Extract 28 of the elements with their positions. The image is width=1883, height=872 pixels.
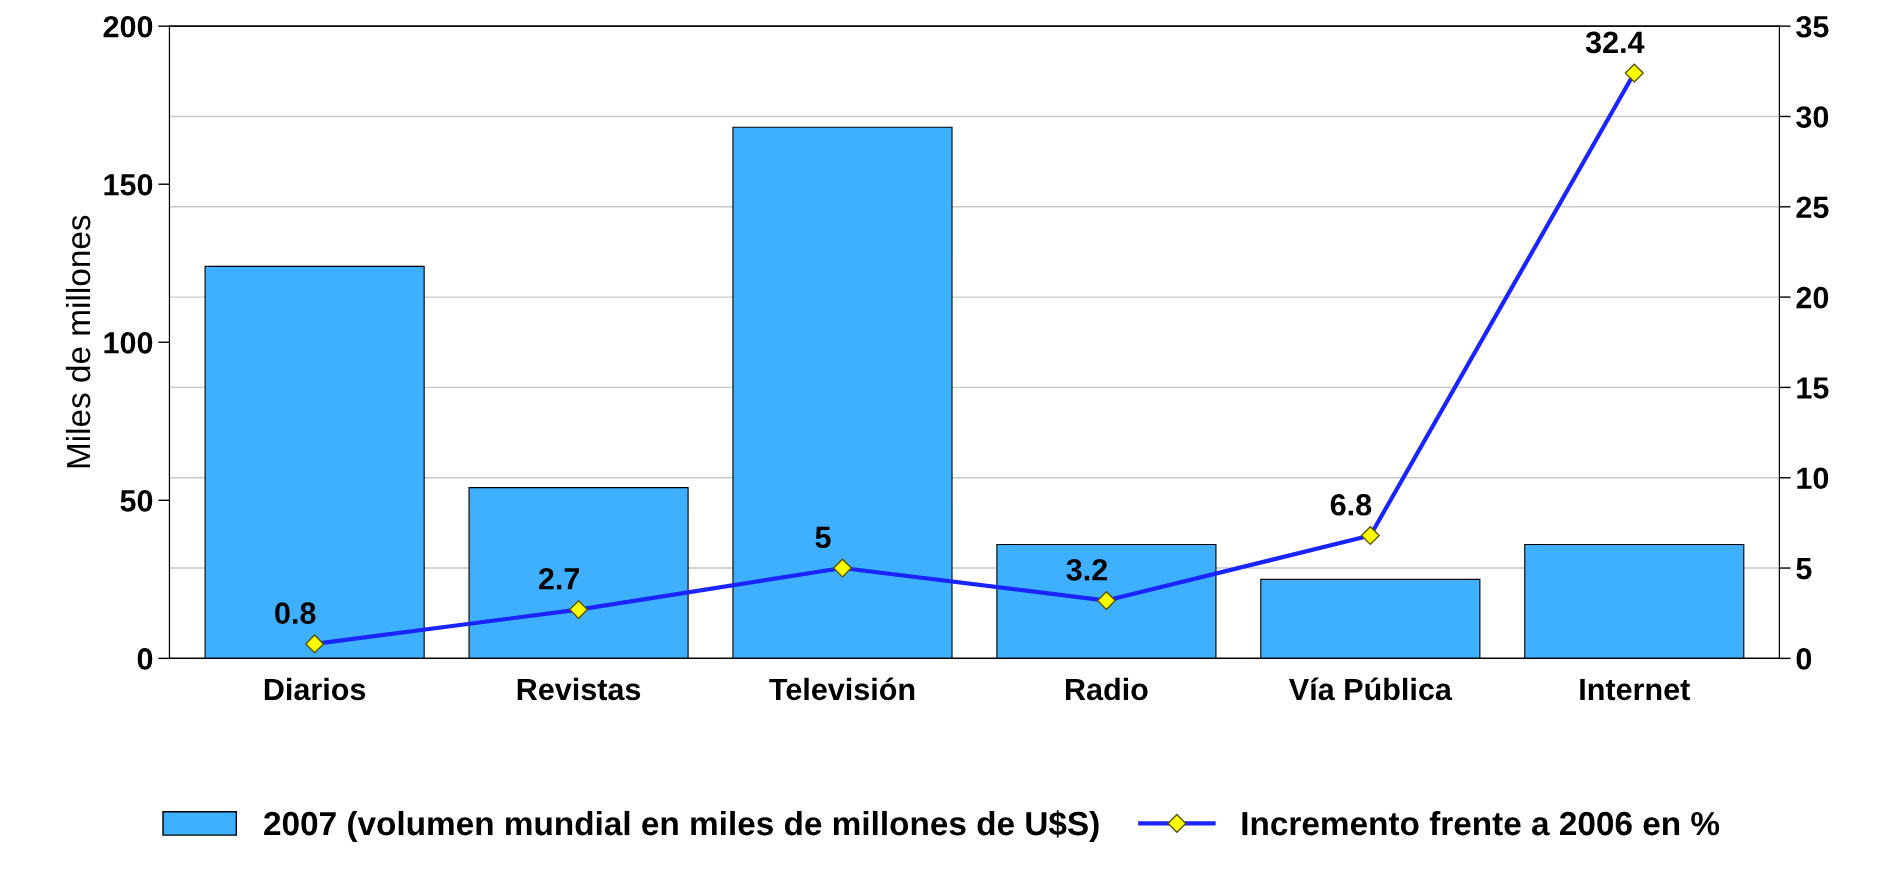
data-label: 0.8 [275, 602, 316, 624]
y2-tick-label: 15 [1797, 377, 1829, 399]
data-label: 32.4 [1585, 31, 1645, 54]
y-tick-label: 150 [104, 173, 153, 196]
y2-tick-label: 5 [1796, 558, 1812, 580]
x-tick-label: Vía Pública [1289, 677, 1453, 701]
legend-label: Incremento frente a 2006 en % [1242, 810, 1720, 836]
data-label: 5 [815, 526, 831, 549]
data-label: 3.2 [1066, 558, 1107, 581]
x-tick-label: Revistas [517, 677, 641, 701]
y-tick-label: 100 [104, 332, 153, 354]
x-tick-label: Diarios [264, 677, 366, 701]
y2-tick-label: 10 [1797, 467, 1829, 490]
x-tick-label: Radio [1066, 677, 1148, 701]
data-label: 6.8 [1330, 493, 1372, 516]
x-tick-label: Internet [1580, 678, 1690, 701]
x-tick-label: Televisión [769, 677, 915, 701]
y-axis-title: Miles de millones [65, 215, 91, 468]
y2-tick-label: 30 [1796, 106, 1829, 128]
y2-tick-label: 35 [1796, 15, 1829, 38]
y2-tick-label: 20 [1796, 286, 1829, 309]
legend-label: 2007 (volumen mundial en miles de millones de U$S) [264, 810, 1099, 842]
data-label: 2.7 [538, 568, 580, 590]
y2-tick-label: 25 [1796, 196, 1829, 219]
y-tick-label: 200 [103, 15, 153, 38]
y2-tick-label: 0 [1796, 648, 1812, 670]
y-tick-label: 0 [137, 648, 153, 670]
y-tick-label: 50 [120, 490, 153, 512]
